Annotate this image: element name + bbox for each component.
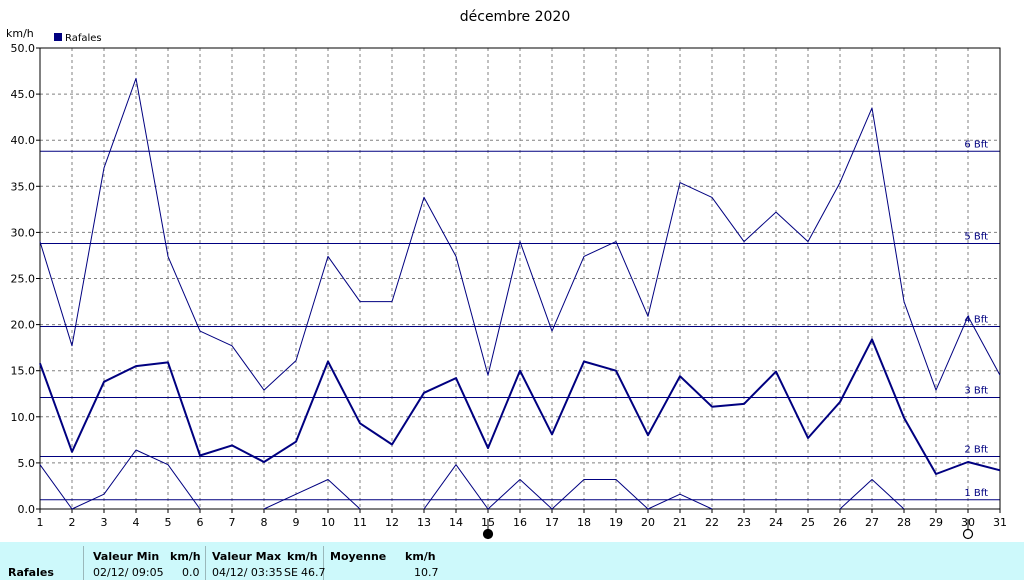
- series-line-min: [423, 464, 713, 510]
- x-tick-label: 27: [865, 516, 879, 529]
- x-tick-label: 6: [197, 516, 204, 529]
- legend-swatch: [54, 33, 62, 41]
- legend-label: Rafales: [65, 33, 102, 44]
- beaufort-label: 6 Bft: [964, 139, 988, 150]
- x-tick-label: 25: [801, 516, 815, 529]
- y-tick-label: 20.0: [11, 319, 36, 332]
- y-tick-label: 40.0: [11, 134, 36, 147]
- summary-footer: [0, 542, 1024, 580]
- new-moon-icon: [482, 528, 494, 540]
- x-tick-label: 4: [133, 516, 140, 529]
- x-tick-label: 21: [673, 516, 687, 529]
- plot-group: 0.0 5.0 10.0 15.0 20.0 25.0 30.0 35.0 40.0 45.0 50…: [11, 42, 1007, 540]
- beaufort-label: 1 Bft: [964, 488, 988, 499]
- y-unit-label: km/h: [6, 27, 34, 40]
- avg-unit: km/h: [405, 550, 436, 563]
- x-tick-label: 11: [353, 516, 367, 529]
- min-date: 02/12/ 09:05: [93, 566, 164, 579]
- chart-title: décembre 2020: [460, 9, 570, 25]
- x-tick-label: 20: [641, 516, 655, 529]
- min-unit: km/h: [170, 550, 201, 563]
- beaufort-label: 3 Bft: [964, 385, 988, 396]
- x-tick-label: 7: [229, 516, 236, 529]
- footer-divider: [83, 546, 84, 580]
- max-date: 04/12/ 03:35: [212, 566, 283, 579]
- x-tick-label: 29: [929, 516, 943, 529]
- min-header: Valeur Min: [93, 550, 160, 563]
- y-tick-label: 30.0: [11, 226, 36, 239]
- y-tick-label: 35.0: [11, 180, 36, 193]
- x-tick-label: 31: [993, 516, 1007, 529]
- x-tick-label: 13: [417, 516, 431, 529]
- x-tick-label: 16: [513, 516, 527, 529]
- x-tick-label: 26: [833, 516, 847, 529]
- x-tick-label: 5: [165, 516, 172, 529]
- series-line-mean: [39, 338, 1001, 475]
- full-moon-icon: [962, 528, 974, 540]
- x-tick-label: 28: [897, 516, 911, 529]
- x-tick-label: 18: [577, 516, 591, 529]
- x-tick-label: 10: [321, 516, 335, 529]
- series-line-min: [39, 449, 201, 510]
- y-tick-label: 45.0: [11, 88, 36, 101]
- footer-divider: [205, 546, 206, 580]
- y-tick-label: 5.0: [18, 457, 36, 470]
- max-value: 46.7: [301, 566, 326, 579]
- avg-value: 10.7: [414, 566, 439, 579]
- beaufort-label: 4 Bft: [964, 314, 988, 325]
- max-unit: km/h: [287, 550, 318, 563]
- x-tick-label: 23: [737, 516, 751, 529]
- y-tick-label: 25.0: [11, 273, 36, 286]
- min-value: 0.0: [182, 566, 200, 579]
- avg-header: Moyenne: [330, 550, 387, 563]
- x-tick-label: 14: [449, 516, 463, 529]
- plot-frame: [39, 47, 1001, 510]
- x-tick-label: 2: [69, 516, 76, 529]
- y-tick-label: 0.0: [18, 503, 36, 516]
- x-tick-label: 12: [385, 516, 399, 529]
- chart-area: décembre 2020 km/h Rafales 0.0 5.0 10.0 15.…: [6, 9, 1007, 540]
- footer-row-label: Rafales: [8, 566, 54, 579]
- x-tick-label: 1: [37, 516, 44, 529]
- x-tick-label: 3: [101, 516, 108, 529]
- x-tick-label: 9: [293, 516, 300, 529]
- y-tick-label: 50.0: [11, 42, 36, 55]
- x-tick-label: 17: [545, 516, 559, 529]
- max-header: Valeur Max: [212, 550, 282, 563]
- x-tick-label: 19: [609, 516, 623, 529]
- footer-divider: [323, 546, 324, 580]
- y-tick-label: 10.0: [11, 411, 36, 424]
- series-line-max: [39, 77, 1001, 391]
- y-tick-label: 15.0: [11, 365, 36, 378]
- beaufort-label: 2 Bft: [964, 444, 988, 455]
- max-direction: SE: [284, 566, 298, 579]
- x-tick-label: 24: [769, 516, 783, 529]
- series-line-min: [839, 479, 905, 510]
- series-line-min: [263, 479, 361, 510]
- x-tick-label: 8: [261, 516, 268, 529]
- beaufort-label: 5 Bft: [964, 231, 988, 242]
- x-tick-label: 22: [705, 516, 719, 529]
